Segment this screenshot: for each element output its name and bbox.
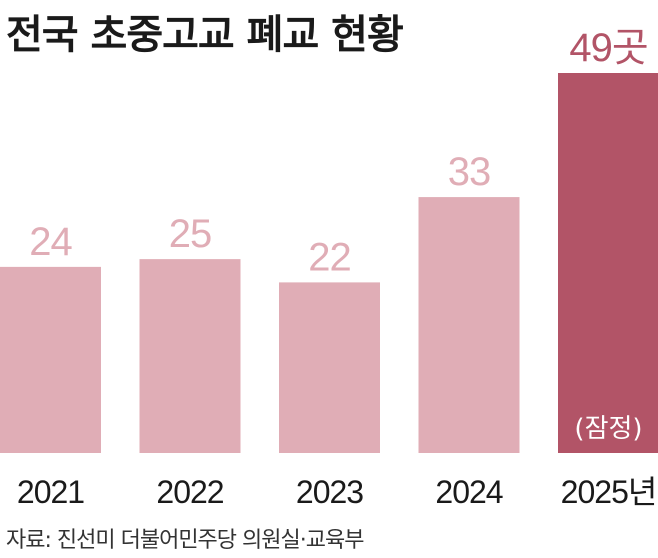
value-label: 49곳 <box>569 26 647 70</box>
x-tick-label: 2024 <box>435 474 502 510</box>
value-label: 33 <box>448 150 491 194</box>
provisional-note: (잠정) <box>574 414 642 444</box>
value-label: 24 <box>29 220 72 264</box>
x-tick-label: 2021 <box>17 474 84 510</box>
x-tick-label: 2025년 <box>561 474 657 510</box>
source-note: 자료: 진선미 더불어민주당 의원실·교육부 <box>6 528 364 553</box>
chart-title: 전국 초중고교 폐교 현황 <box>6 12 404 58</box>
value-label: 25 <box>169 212 212 256</box>
bar-2022 <box>139 259 241 453</box>
x-tick-label: 2022 <box>156 474 223 510</box>
bar-2021 <box>0 266 101 453</box>
x-tick-label: 2023 <box>296 474 363 510</box>
bar-2023 <box>279 282 380 453</box>
bar-2024 <box>418 197 520 453</box>
value-label: 22 <box>308 235 351 279</box>
bar-2025 <box>558 73 658 453</box>
